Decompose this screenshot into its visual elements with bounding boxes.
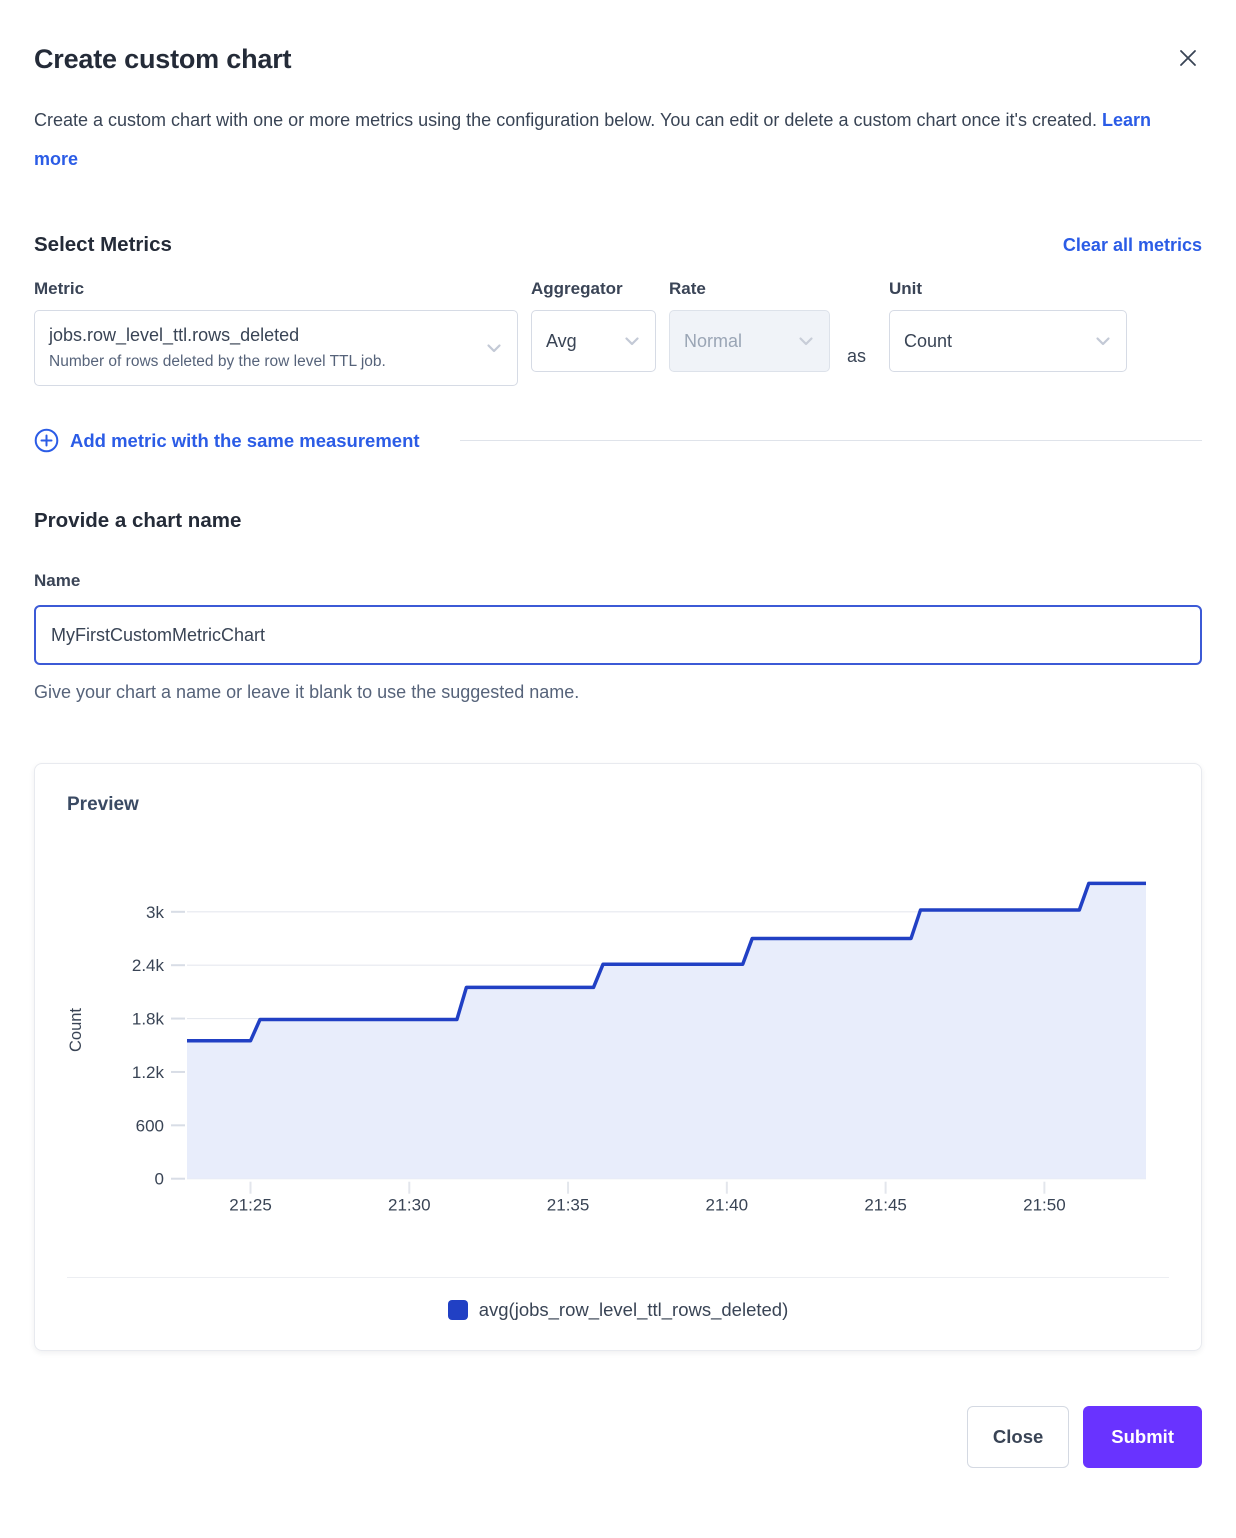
chevron-down-icon — [487, 344, 501, 353]
svg-text:21:30: 21:30 — [388, 1196, 431, 1214]
rate-label: Rate — [669, 279, 706, 298]
legend-label: avg(jobs_row_level_ttl_rows_deleted) — [478, 1299, 789, 1320]
metric-select-value: jobs.row_level_ttl.rows_deleted — [49, 325, 300, 345]
unit-select-value: Count — [904, 330, 953, 351]
preview-heading: Preview — [67, 794, 139, 815]
modal-footer: Close Submit — [34, 1406, 1202, 1503]
divider — [459, 440, 1202, 441]
chart-name-input[interactable] — [34, 605, 1202, 665]
rate-field: Rate Normal — [669, 279, 830, 372]
as-label: as — [847, 346, 867, 366]
close-button[interactable]: Close — [966, 1406, 1070, 1468]
page-title: Create custom chart — [34, 44, 292, 74]
modal-header: Create custom chart — [34, 44, 1202, 75]
chart-legend: avg(jobs_row_level_ttl_rows_deleted) — [67, 1278, 1169, 1336]
svg-text:600: 600 — [136, 1116, 164, 1135]
svg-text:21:45: 21:45 — [864, 1196, 907, 1214]
legend-divider — [67, 1277, 1169, 1278]
metric-row: Metric jobs.row_level_ttl.rows_deleted N… — [34, 279, 1202, 386]
chevron-down-icon — [799, 337, 813, 346]
svg-text:2.4k: 2.4k — [132, 956, 165, 975]
description-text: Create a custom chart with one or more m… — [34, 110, 1098, 130]
preview-chart: 0 600 1.2k 1.8k 2.4k 3k 21:25 21:30 21:35 21:40 21… — [67, 862, 1169, 1219]
name-label: Name — [34, 571, 81, 590]
metric-select[interactable]: jobs.row_level_ttl.rows_deleted Number o… — [34, 310, 518, 386]
modal-description: Create a custom chart with one or more m… — [34, 101, 1184, 179]
learn-more-link[interactable]: Learn more — [34, 110, 1152, 169]
submit-button[interactable]: Submit — [1083, 1406, 1202, 1468]
add-metric-label: Add metric with the same measurement — [70, 429, 420, 451]
svg-text:1.8k: 1.8k — [132, 1010, 165, 1029]
svg-text:21:40: 21:40 — [706, 1196, 749, 1214]
aggregator-select[interactable]: Avg — [531, 310, 656, 372]
svg-text:3k: 3k — [146, 903, 164, 922]
svg-text:21:50: 21:50 — [1023, 1196, 1066, 1214]
chevron-down-icon — [1096, 337, 1110, 346]
svg-text:1.2k: 1.2k — [132, 1063, 165, 1082]
aggregator-select-value: Avg — [546, 330, 577, 351]
aggregator-field: Aggregator Avg — [531, 279, 656, 372]
legend-swatch — [447, 1300, 468, 1320]
rate-select-value: Normal — [684, 330, 743, 351]
plus-circle-icon — [34, 428, 59, 453]
name-hint: Give your chart a name or leave it blank… — [34, 682, 580, 702]
close-icon[interactable] — [1174, 44, 1202, 72]
aggregator-label: Aggregator — [531, 279, 623, 298]
metric-label: Metric — [34, 279, 85, 298]
unit-select[interactable]: Count — [889, 310, 1128, 372]
svg-text:0: 0 — [155, 1170, 164, 1189]
rate-select: Normal — [669, 310, 830, 372]
chevron-down-icon — [625, 337, 639, 346]
select-metrics-heading: Select Metrics — [34, 233, 172, 256]
metric-field: Metric jobs.row_level_ttl.rows_deleted N… — [34, 279, 518, 386]
add-metric-row: Add metric with the same measurement — [34, 428, 1202, 453]
svg-text:21:35: 21:35 — [547, 1196, 590, 1214]
svg-text:21:25: 21:25 — [229, 1196, 272, 1214]
select-metrics-header: Select Metrics Clear all metrics — [34, 233, 1202, 257]
create-custom-chart-modal: Create custom chart Create a custom char… — [34, 44, 1202, 1503]
add-metric-button[interactable]: Add metric with the same measurement — [34, 428, 420, 453]
unit-field: Unit Count — [889, 279, 1128, 372]
clear-all-metrics-link[interactable]: Clear all metrics — [1062, 235, 1202, 255]
metric-select-description: Number of rows deleted by the row level … — [49, 353, 386, 370]
y-axis-label: Count — [67, 1008, 85, 1052]
chart-name-heading: Provide a chart name — [34, 509, 242, 532]
preview-card: Preview 0 600 1.2k 1.8k 2.4k 3k 21:25 21:30 21:3… — [34, 763, 1202, 1351]
unit-label: Unit — [889, 279, 923, 298]
